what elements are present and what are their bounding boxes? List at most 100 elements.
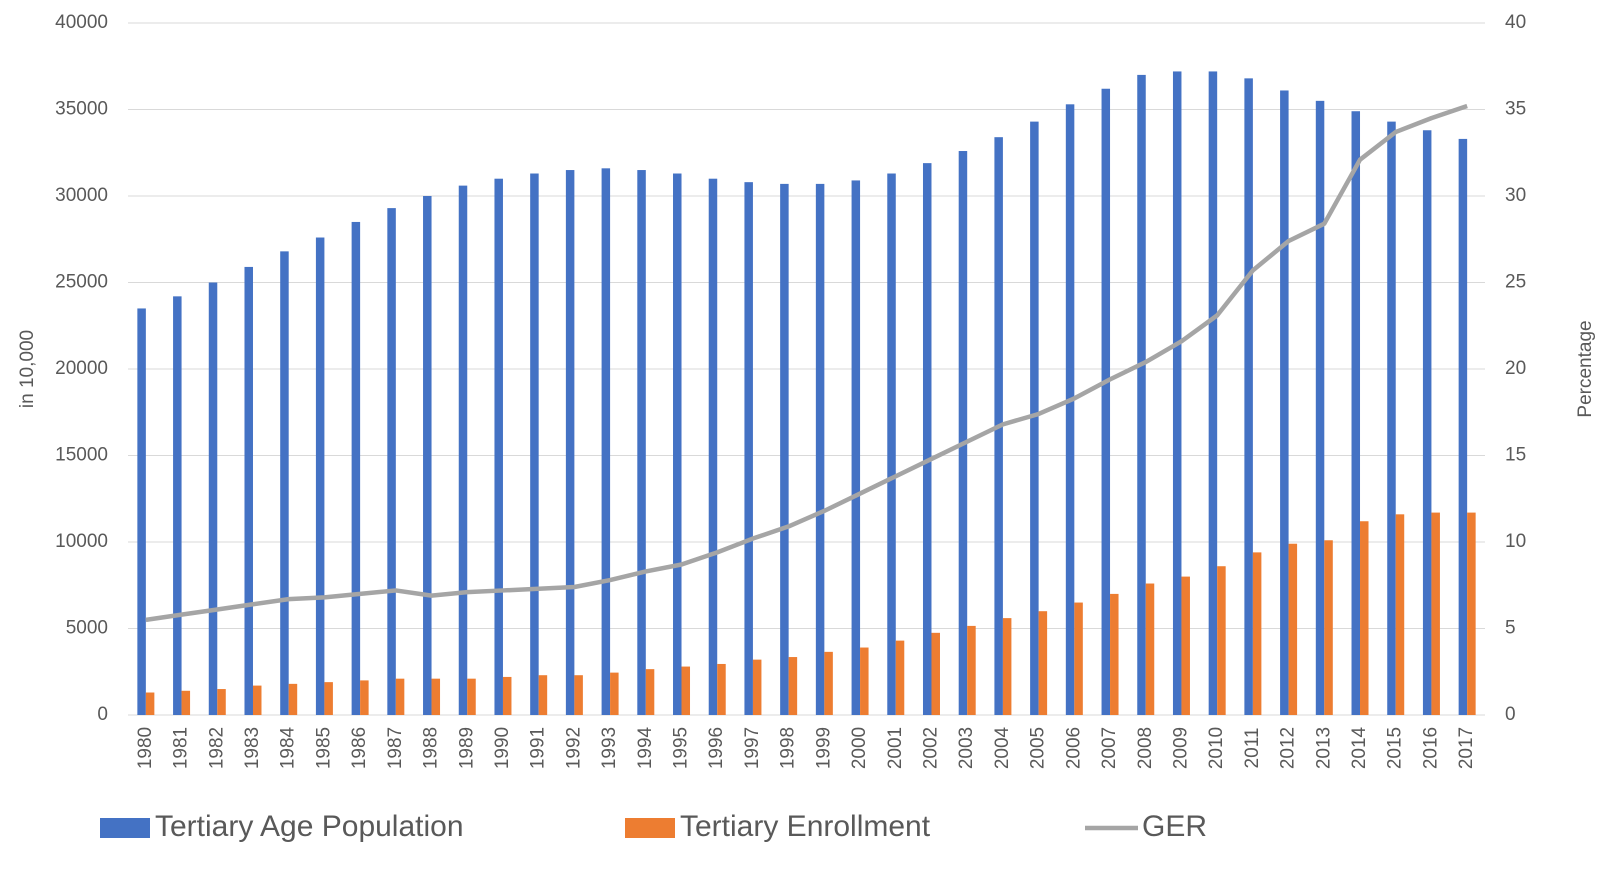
x-tick-label: 1988 <box>421 727 442 769</box>
x-tick-label: 1996 <box>706 727 727 769</box>
y2-tick-label: 5 <box>1505 618 1516 639</box>
x-tick-label: 2008 <box>1135 727 1156 769</box>
x-tick-label: 2015 <box>1385 727 1406 769</box>
bar <box>824 651 833 715</box>
bar <box>1467 512 1476 715</box>
x-tick-label: 2013 <box>1313 727 1334 769</box>
x-tick-label: 2004 <box>992 726 1013 769</box>
y-tick-label: 20000 <box>55 358 108 379</box>
bar <box>1145 583 1155 715</box>
bar <box>502 676 512 715</box>
bar <box>708 178 718 715</box>
bar <box>387 208 396 716</box>
bar <box>351 221 361 715</box>
x-tick-label: 2006 <box>1063 727 1084 769</box>
bar <box>1208 71 1218 715</box>
x-tick-label: 1980 <box>135 727 156 769</box>
x-tick-label: 1987 <box>385 727 406 769</box>
bar <box>601 168 611 715</box>
x-tick-label: 2007 <box>1099 727 1120 769</box>
x-tick-label: 2011 <box>1242 728 1263 769</box>
bar <box>1030 121 1039 716</box>
y2-tick-label: 35 <box>1505 99 1526 120</box>
bar <box>431 678 441 715</box>
y2-tick-label: 0 <box>1505 704 1516 725</box>
x-tick-label: 1981 <box>171 727 192 769</box>
x-tick-label: 1997 <box>742 727 763 769</box>
bar <box>280 251 289 716</box>
x-tick-label: 1985 <box>313 727 334 769</box>
y2-tick-label: 30 <box>1505 185 1526 206</box>
y2-tick-label: 40 <box>1505 12 1526 33</box>
y2-tick-label: 15 <box>1505 445 1526 466</box>
x-tick-label: 1993 <box>599 727 620 769</box>
bar <box>208 282 218 715</box>
y-tick-label: 0 <box>97 704 108 725</box>
bar <box>1244 78 1253 716</box>
bar <box>530 173 539 715</box>
bar <box>1458 138 1468 715</box>
y-tick-label: 15000 <box>55 445 108 466</box>
y-tick-label: 5000 <box>66 618 108 639</box>
x-tick-label: 1989 <box>456 727 477 769</box>
bar <box>717 663 726 715</box>
bar <box>574 675 583 715</box>
y2-tick-label: 10 <box>1505 531 1526 552</box>
x-tick-label: 1990 <box>492 727 513 769</box>
bar <box>1315 100 1325 716</box>
bar <box>360 680 369 715</box>
x-tick-label: 1982 <box>206 727 227 769</box>
x-tick-label: 1995 <box>671 727 692 769</box>
x-tick-label: 2009 <box>1170 727 1191 769</box>
bar <box>1395 514 1405 715</box>
bar <box>1065 104 1075 715</box>
bar <box>1360 521 1369 715</box>
x-tick-label: 2003 <box>956 727 977 769</box>
bar <box>931 632 940 715</box>
legend-swatch <box>625 818 675 838</box>
y2-tick-label: 25 <box>1505 272 1526 293</box>
x-tick-label: 2016 <box>1420 727 1441 769</box>
bar <box>173 296 182 715</box>
bar <box>538 675 548 715</box>
bar <box>1288 543 1298 715</box>
y2-tick-label: 20 <box>1505 358 1526 379</box>
x-tick-label: 1999 <box>813 727 834 769</box>
legend-text: GER <box>1142 810 1207 843</box>
x-tick-label: 1983 <box>242 727 263 769</box>
y-tick-label: 40000 <box>55 12 108 33</box>
bar <box>324 682 333 715</box>
x-tick-label: 2014 <box>1349 726 1370 769</box>
y-tick-label: 35000 <box>55 99 108 120</box>
x-tick-label: 2005 <box>1028 727 1049 769</box>
legend-text: Tertiary Enrollment <box>680 810 931 843</box>
bar <box>458 185 468 715</box>
bar <box>744 182 753 715</box>
bar <box>1074 602 1083 715</box>
bar <box>788 657 798 715</box>
bar <box>1137 74 1146 715</box>
legend-swatch <box>100 818 150 838</box>
bar <box>423 196 432 715</box>
line <box>145 103 1468 623</box>
x-tick-label: 1992 <box>563 727 584 769</box>
x-tick-label: 1984 <box>278 726 299 769</box>
bar <box>681 666 691 715</box>
y-axis-label: in 10,000 <box>17 330 38 408</box>
bar <box>610 672 619 715</box>
bar <box>1038 611 1048 715</box>
x-tick-label: 1986 <box>349 727 370 769</box>
x-tick-label: 2001 <box>885 727 906 769</box>
bar <box>217 689 226 715</box>
y-tick-label: 10000 <box>55 531 108 552</box>
x-tick-label: 1994 <box>635 726 656 769</box>
bar <box>887 173 896 715</box>
bar <box>288 683 298 715</box>
bar <box>494 178 503 715</box>
bar <box>1351 111 1361 716</box>
bar <box>1002 618 1012 715</box>
bar <box>565 170 575 716</box>
bar <box>181 690 191 715</box>
bar <box>922 163 932 715</box>
